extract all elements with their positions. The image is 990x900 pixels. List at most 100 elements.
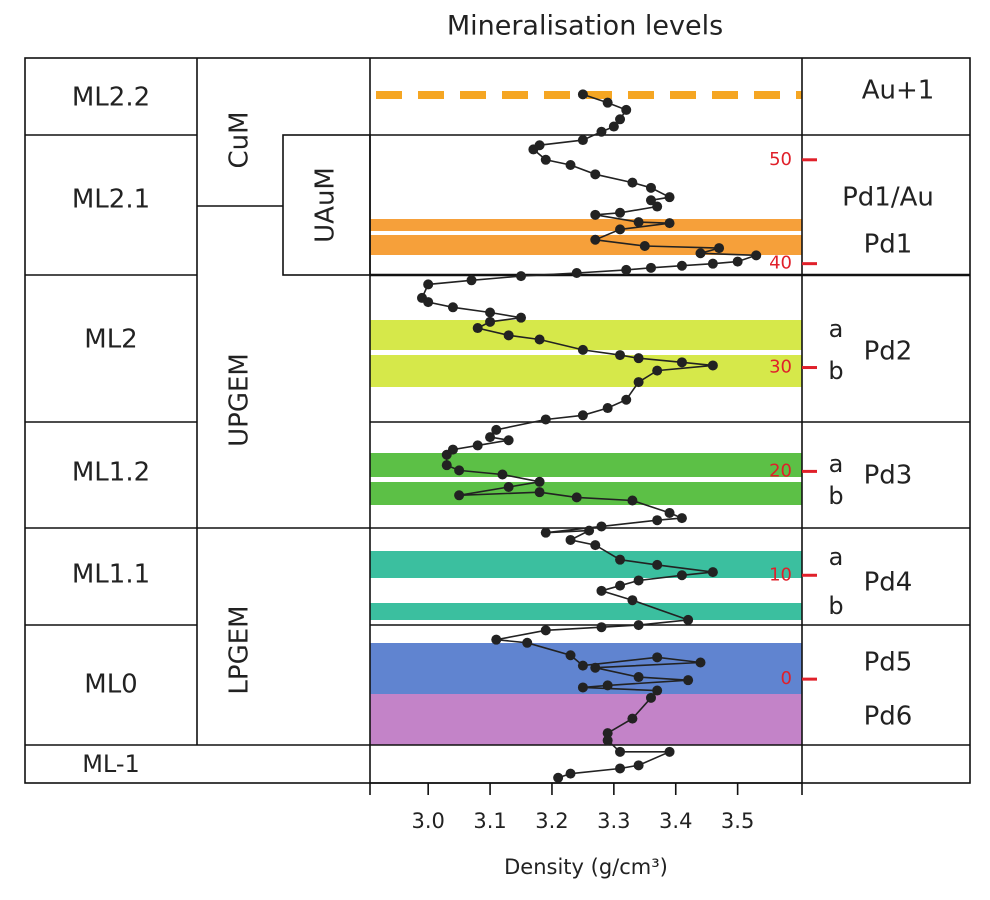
density-point [652, 652, 663, 663]
density-point [652, 201, 663, 212]
density-point [652, 365, 663, 376]
density-point [627, 177, 638, 188]
level-label: ML1.2 [72, 458, 150, 488]
sublevel-label: a [829, 450, 844, 478]
density-point [633, 377, 644, 388]
band [370, 219, 802, 231]
band [370, 320, 802, 350]
density-point [615, 554, 626, 565]
density-point [447, 302, 458, 313]
density-point [602, 403, 613, 414]
density-point [602, 735, 613, 746]
group-label: UAuM [311, 167, 341, 243]
zone-label: Pd2 [864, 337, 913, 367]
group-label: LPGEM [225, 605, 255, 694]
density-point [584, 525, 595, 536]
density-point [615, 350, 626, 361]
density-point [633, 353, 644, 364]
density-point [633, 575, 644, 586]
zone-label: Pd1 [864, 230, 913, 260]
density-point [751, 250, 762, 261]
density-point [633, 620, 644, 631]
density-point [472, 323, 483, 334]
density-point [503, 330, 514, 341]
depth-tick-label: 0 [781, 668, 792, 689]
density-point [540, 414, 551, 425]
density-point [652, 515, 663, 526]
x-tick-label: 3.5 [721, 809, 754, 833]
density-point [645, 182, 656, 193]
band [370, 694, 802, 745]
band [370, 603, 802, 620]
density-point [577, 682, 588, 693]
depth-tick-label: 20 [769, 460, 792, 481]
density-point [621, 264, 632, 275]
level-label: ML2.1 [72, 185, 150, 215]
density-point [596, 622, 607, 633]
density-point [534, 334, 545, 345]
density-point [466, 275, 477, 286]
group-label: UPGEM [225, 353, 255, 447]
density-point [664, 507, 675, 518]
level-label: ML-1 [82, 750, 140, 778]
density-point [553, 772, 564, 783]
density-point [707, 258, 718, 269]
density-point [676, 357, 687, 368]
density-point [565, 534, 576, 545]
band [370, 235, 802, 255]
density-point [577, 344, 588, 355]
depth-tick-label: 50 [769, 149, 792, 170]
density-point [652, 559, 663, 570]
density-point [627, 495, 638, 506]
density-point [503, 435, 514, 446]
density-point [615, 580, 626, 591]
density-point [491, 424, 502, 435]
density-point [615, 763, 626, 774]
density-point [664, 218, 675, 229]
level-label: ML2 [84, 325, 137, 355]
band [370, 551, 802, 578]
density-point [571, 268, 582, 279]
density-point [565, 650, 576, 661]
depth-tick-label: 30 [769, 357, 792, 378]
density-point [732, 256, 743, 267]
density-point [683, 675, 694, 686]
density-point [577, 135, 588, 146]
band [370, 453, 802, 477]
density-point [590, 169, 601, 180]
sublevel-label: b [828, 592, 843, 620]
zone-bands [370, 91, 802, 745]
density-point [633, 217, 644, 228]
density-point [590, 234, 601, 245]
density-point [565, 159, 576, 170]
depth-tick-label: 40 [769, 253, 792, 274]
density-point [608, 121, 619, 132]
density-point [695, 248, 706, 259]
density-point [577, 89, 588, 100]
table-frame [24, 57, 971, 795]
density-point [472, 440, 483, 451]
density-point [676, 513, 687, 524]
sublevel-label: a [829, 315, 844, 343]
group-label: CuM [225, 111, 255, 168]
density-point [540, 527, 551, 538]
density-point [652, 685, 663, 696]
depth-tick-label: 10 [769, 564, 792, 585]
density-point [590, 662, 601, 673]
density-point [441, 460, 452, 471]
density-point [645, 262, 656, 273]
density-point [627, 713, 638, 724]
density-point [627, 595, 638, 606]
density-point [522, 637, 533, 648]
density-point [540, 625, 551, 636]
density-point [577, 660, 588, 671]
x-axis-label: Density (g/cm³) [504, 855, 668, 879]
density-point [534, 476, 545, 487]
density-point [485, 432, 496, 443]
density-point [571, 492, 582, 503]
density-point [485, 316, 496, 327]
density-point [639, 241, 650, 252]
density-point [590, 209, 601, 220]
uaum-box [282, 134, 371, 276]
